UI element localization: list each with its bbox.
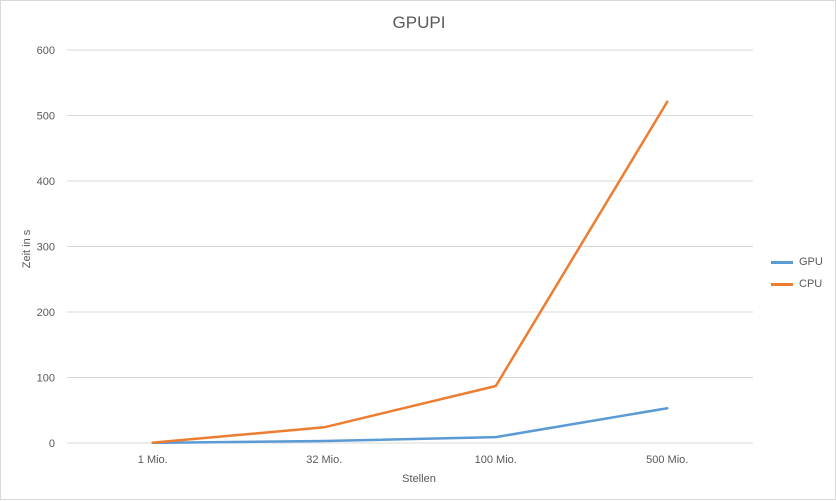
y-tick-label: 500: [37, 111, 55, 123]
y-tick-label: 300: [37, 242, 55, 254]
y-tick-label: 600: [37, 45, 55, 57]
y-tick-label: 200: [37, 307, 55, 319]
legend-label-cpu: CPU: [799, 278, 822, 290]
legend: GPU CPU: [771, 251, 823, 295]
x-tick-label: 1 Mio.: [138, 454, 168, 466]
series-line-gpu: [153, 408, 668, 443]
x-tick-label: 100 Mio.: [475, 454, 517, 466]
legend-item-cpu: CPU: [771, 273, 823, 295]
legend-label-gpu: GPU: [799, 256, 823, 268]
legend-item-gpu: GPU: [771, 251, 823, 273]
x-tick-label: 500 Mio.: [646, 454, 688, 466]
y-tick-label: 400: [37, 176, 55, 188]
legend-swatch-gpu: [771, 261, 793, 264]
x-tick-label: 32 Mio.: [306, 454, 342, 466]
legend-swatch-cpu: [771, 283, 793, 286]
y-tick-label: 0: [49, 438, 55, 450]
y-tick-label: 100: [37, 373, 55, 385]
series-line-cpu: [153, 102, 668, 443]
